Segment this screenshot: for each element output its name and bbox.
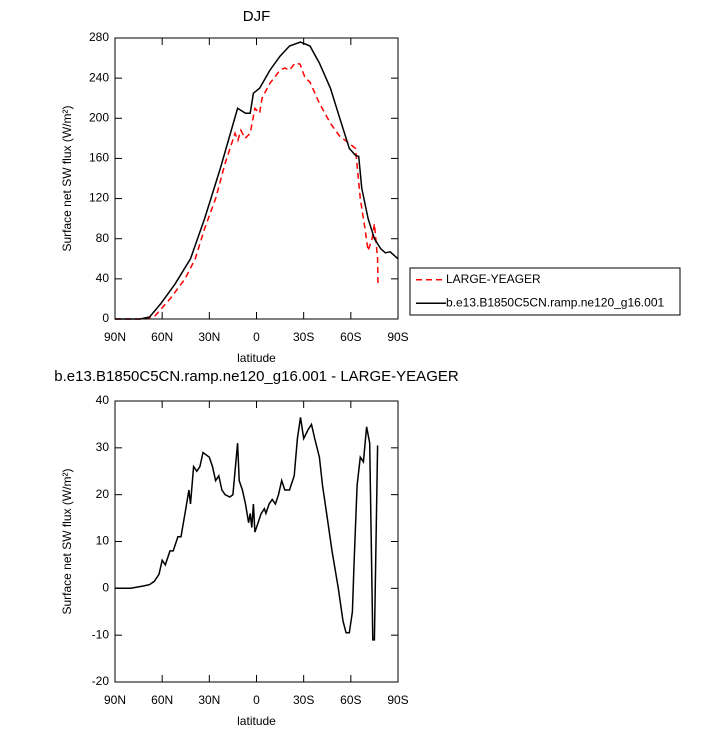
y-tick-label: 80: [96, 231, 110, 245]
y-tick-label: 30: [96, 440, 110, 454]
y-tick-label: 40: [96, 271, 110, 285]
y-tick-label: 0: [102, 581, 109, 595]
plot-frame: [114, 37, 399, 320]
x-tick-label: 60N: [151, 693, 173, 707]
y-tick-label: 240: [89, 70, 109, 84]
x-tick-label: 60N: [151, 330, 173, 344]
x-tick-label: 0: [253, 693, 260, 707]
y-tick-label: 120: [89, 191, 109, 205]
y-tick-label: 160: [89, 151, 109, 165]
x-tick-label: 30S: [293, 693, 314, 707]
x-tick-label: 90N: [104, 330, 126, 344]
series-line: [115, 41, 399, 320]
y-tick-label: 280: [89, 30, 109, 44]
chart-title: DJF: [243, 8, 271, 25]
x-tick-label: 60S: [340, 693, 361, 707]
y-axis-label: Surface net SW flux (W/m²): [60, 105, 74, 251]
series-line: [115, 417, 379, 641]
y-tick-label: -20: [92, 674, 110, 688]
x-tick-label: 30N: [198, 693, 220, 707]
y-tick-label: 10: [96, 534, 110, 548]
x-tick-label: 30N: [198, 330, 220, 344]
legend-label: LARGE-YEAGER: [446, 272, 541, 286]
y-tick-label: -10: [92, 627, 110, 641]
x-tick-label: 90N: [104, 693, 126, 707]
x-tick-label: 60S: [340, 330, 361, 344]
x-tick-label: 90S: [387, 330, 408, 344]
chart-title: b.e13.B1850C5CN.ramp.ne120_g16.001 - LAR…: [54, 368, 459, 385]
y-tick-label: 0: [102, 311, 109, 325]
y-tick-label: 200: [89, 110, 109, 124]
series-line: [115, 62, 379, 320]
y-axis-label: Surface net SW flux (W/m²): [60, 468, 74, 614]
x-tick-label: 90S: [387, 693, 408, 707]
x-tick-label: 0: [253, 330, 260, 344]
legend-box: [409, 267, 681, 316]
legend-label: b.e13.B1850C5CN.ramp.ne120_g16.001: [446, 295, 664, 309]
x-axis-label: latitude: [237, 714, 276, 728]
plot-frame: [114, 400, 399, 683]
x-tick-label: 30S: [293, 330, 314, 344]
y-tick-label: 40: [96, 393, 110, 407]
x-axis-label: latitude: [237, 351, 276, 365]
y-tick-label: 20: [96, 487, 110, 501]
